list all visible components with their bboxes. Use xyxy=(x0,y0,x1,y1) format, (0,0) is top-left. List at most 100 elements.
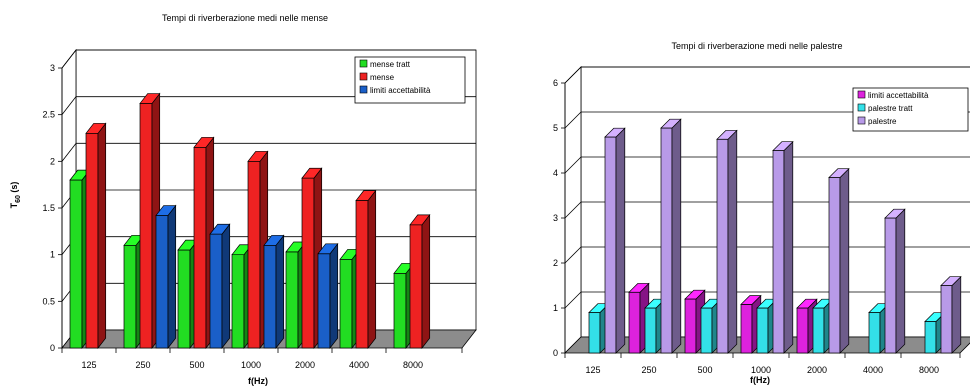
legend-box xyxy=(354,56,466,104)
bar-front xyxy=(604,136,617,354)
bar-side xyxy=(421,213,431,350)
bar-front xyxy=(868,312,881,354)
gridline-side xyxy=(564,201,582,219)
bar-front xyxy=(339,258,353,349)
bar xyxy=(884,208,906,354)
bar xyxy=(772,140,794,354)
chart-title: Tempi di riverberazione medi nelle pales… xyxy=(671,41,842,51)
bar-front xyxy=(588,312,601,354)
bar-front xyxy=(263,244,277,349)
gridline-side xyxy=(61,96,77,115)
legend-swatch xyxy=(359,85,368,94)
legend-entry: palestre tratt xyxy=(868,104,913,113)
bar-front xyxy=(247,160,261,349)
x-tick-label: 500 xyxy=(697,365,712,375)
bar-front xyxy=(884,217,897,354)
bar-top xyxy=(772,141,794,151)
bar-top xyxy=(317,243,339,255)
bar-front xyxy=(772,150,785,354)
bar-front xyxy=(684,298,697,354)
bar-top xyxy=(796,298,818,309)
bar-front xyxy=(139,103,153,349)
bar-front xyxy=(177,249,191,349)
x-tick-label: 8000 xyxy=(403,360,423,370)
bar-top xyxy=(155,205,177,216)
bar xyxy=(940,275,962,354)
bar-front xyxy=(231,254,245,349)
bar-side xyxy=(951,275,962,354)
y-tick-label: 4 xyxy=(553,168,558,178)
bar-side xyxy=(671,118,682,354)
bar-top xyxy=(263,235,285,246)
bar-front xyxy=(828,177,841,354)
legend-swatch xyxy=(857,103,866,112)
gridline-side xyxy=(564,66,582,84)
bar xyxy=(155,204,177,350)
gridline-side xyxy=(61,143,77,162)
bar-top xyxy=(740,295,762,305)
x-tick-label: 4000 xyxy=(863,365,883,375)
bar-top xyxy=(247,151,269,162)
bar-side xyxy=(97,122,107,350)
x-tick-label: 2000 xyxy=(295,360,315,370)
x-tick-label: 500 xyxy=(189,360,204,370)
bar-front xyxy=(796,307,809,354)
bar-front xyxy=(940,285,953,354)
y-tick-label: 3 xyxy=(553,213,558,223)
x-axis-label: f(Hz) xyxy=(248,376,268,386)
bar-side xyxy=(221,223,231,350)
bar-side xyxy=(839,167,850,354)
bar xyxy=(604,127,626,354)
bar-top xyxy=(628,283,650,293)
gridline-side xyxy=(564,156,582,174)
legend-swatch xyxy=(359,72,368,81)
legend-entry: mense tratt xyxy=(370,60,411,69)
y-tick-label: 1 xyxy=(553,303,558,313)
bar-front xyxy=(628,291,641,354)
y-tick-label: 0.5 xyxy=(42,296,55,306)
bar-front xyxy=(409,224,423,349)
bar-front xyxy=(209,233,223,349)
bar-side xyxy=(615,127,626,354)
bar-top xyxy=(684,289,706,300)
bar xyxy=(317,242,339,350)
bar-front xyxy=(355,200,369,349)
bar-top xyxy=(716,130,738,140)
x-axis-label: f(Hz) xyxy=(750,375,770,385)
gridline-side xyxy=(61,49,77,69)
legend-swatch xyxy=(359,59,368,68)
bar xyxy=(355,189,377,350)
x-tick-label: 1000 xyxy=(751,365,771,375)
bar-front xyxy=(317,253,331,349)
y-tick-label: 2.5 xyxy=(42,110,55,120)
y-tick-label: 2 xyxy=(50,156,55,166)
bar xyxy=(660,118,682,354)
x-tick-label: 2000 xyxy=(807,365,827,375)
y-tick-label: 0 xyxy=(50,343,55,353)
bar xyxy=(209,223,231,350)
gridline-side xyxy=(564,111,582,129)
bar-front xyxy=(301,177,315,349)
x-tick-label: 1000 xyxy=(241,360,261,370)
bar xyxy=(85,122,107,350)
bar-top xyxy=(139,93,161,104)
bar-front xyxy=(123,244,137,349)
legend-box xyxy=(852,87,969,132)
bar-top xyxy=(660,118,682,129)
bar-top xyxy=(940,276,962,286)
x-tick-label: 4000 xyxy=(349,360,369,370)
y-axis-label: T60 (s) xyxy=(9,182,22,209)
y-tick-label: 2 xyxy=(553,258,558,268)
bar-top xyxy=(828,168,850,178)
bar-top xyxy=(604,127,626,138)
bar-front xyxy=(924,321,937,354)
y-tick-label: 1.5 xyxy=(42,203,55,213)
bar xyxy=(716,129,738,354)
bar-front xyxy=(393,272,407,349)
bar-top xyxy=(85,123,107,134)
bar xyxy=(409,213,431,350)
bar xyxy=(263,234,285,350)
y-tick-label: 1 xyxy=(50,250,55,260)
bar-front xyxy=(644,307,657,354)
legend-entry: palestre xyxy=(868,117,897,126)
